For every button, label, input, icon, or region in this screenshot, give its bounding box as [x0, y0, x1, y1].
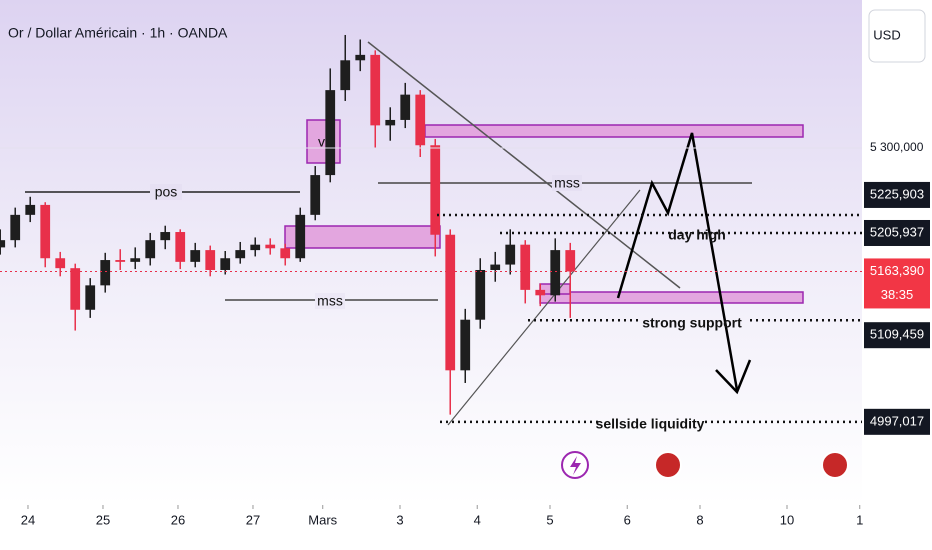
candle-body — [190, 250, 201, 262]
candle-body — [280, 248, 291, 259]
annotation: pos — [155, 184, 178, 200]
countdown: 38:35 — [881, 287, 914, 302]
drawings: pos mss vl mss day high strong support s… — [0, 34, 849, 479]
candle-body — [100, 260, 111, 286]
trend-line — [447, 189, 641, 426]
annotation: sellside liquidity — [596, 416, 705, 432]
candle-body — [445, 234, 456, 371]
candle-body — [250, 244, 261, 251]
price-label-box — [864, 181, 930, 208]
candle-body — [115, 260, 126, 262]
candle-body — [520, 244, 531, 290]
currency[interactable]: USD — [873, 27, 900, 42]
label-bg — [315, 293, 345, 309]
trend-line — [367, 41, 681, 289]
event-icon[interactable] — [821, 451, 849, 479]
zone — [284, 225, 441, 249]
candle-body — [70, 268, 81, 310]
time-axis — [0, 505, 862, 550]
price-label: 5225,903 — [870, 186, 924, 201]
candle-body — [205, 250, 216, 270]
x-tick-label: 6 — [624, 512, 631, 527]
x-tick-label: 8 — [696, 512, 703, 527]
candle-body — [415, 94, 426, 146]
candle-body — [25, 204, 36, 215]
candle-body — [370, 54, 381, 126]
price-label-box — [864, 219, 930, 246]
x-tick-label: 26 — [171, 512, 185, 527]
x-tick-label: Mars — [308, 512, 337, 527]
candle-body — [220, 258, 231, 270]
candle-body — [400, 94, 411, 120]
candle-body — [550, 250, 561, 296]
candle-body — [145, 240, 156, 259]
candle-body — [10, 214, 21, 241]
price-label: 5205,937 — [870, 224, 924, 239]
candle-body — [85, 285, 96, 310]
candle-body — [55, 258, 66, 269]
candle-body — [40, 204, 51, 259]
annotation: mss — [554, 175, 580, 191]
candle-body — [265, 244, 276, 249]
candle-body — [355, 54, 366, 61]
x-tick-label: 25 — [96, 512, 110, 527]
candle-body — [475, 269, 486, 320]
x-tick-label: 1 — [856, 512, 863, 527]
price-label: 5109,459 — [870, 327, 924, 342]
price-label: 4997,017 — [870, 413, 924, 428]
annotation: strong support — [642, 315, 742, 331]
arrow-head — [715, 359, 752, 395]
x-tick-label: 5 — [546, 512, 553, 527]
candle-body — [505, 244, 516, 265]
currency-button[interactable] — [868, 9, 926, 63]
candle-body — [175, 232, 186, 262]
price-label: 5163,390 — [870, 263, 924, 278]
projection-arrow — [616, 132, 739, 391]
annotation: mss — [317, 293, 343, 309]
candle-body — [460, 319, 471, 371]
candle-body — [295, 214, 306, 259]
chart-title: Or / Dollar Américain · 1h · OANDA — [8, 25, 228, 41]
candle-body — [535, 289, 546, 296]
event-icon — [570, 456, 581, 475]
candle-body — [160, 232, 171, 241]
x-tick-label: 10 — [780, 512, 794, 527]
candle-body — [340, 60, 351, 91]
label-bg — [552, 175, 582, 191]
x-tick-label: 27 — [246, 512, 260, 527]
price-label-box — [864, 258, 930, 309]
label-bg — [150, 184, 182, 200]
candle-body — [235, 250, 246, 259]
candle-body — [310, 175, 321, 215]
candle-body — [565, 250, 576, 272]
candle-body — [490, 264, 501, 270]
annotation: vl — [318, 134, 328, 150]
annotation: day high — [668, 227, 726, 243]
price-label-box — [864, 408, 930, 435]
zone — [539, 291, 804, 304]
x-tick-label: 3 — [396, 512, 403, 527]
x-tick-label: 4 — [474, 512, 481, 527]
x-tick-label: 24 — [21, 512, 35, 527]
candle-body — [0, 240, 6, 248]
event-icon[interactable] — [654, 451, 682, 479]
candle-body — [325, 90, 336, 176]
candle-body — [385, 119, 396, 126]
candle-body — [130, 258, 141, 262]
y-tick-label: 5 300,000 — [870, 140, 924, 154]
candle-body — [430, 145, 441, 235]
price-label-box — [864, 322, 930, 349]
plot-background — [0, 0, 862, 505]
